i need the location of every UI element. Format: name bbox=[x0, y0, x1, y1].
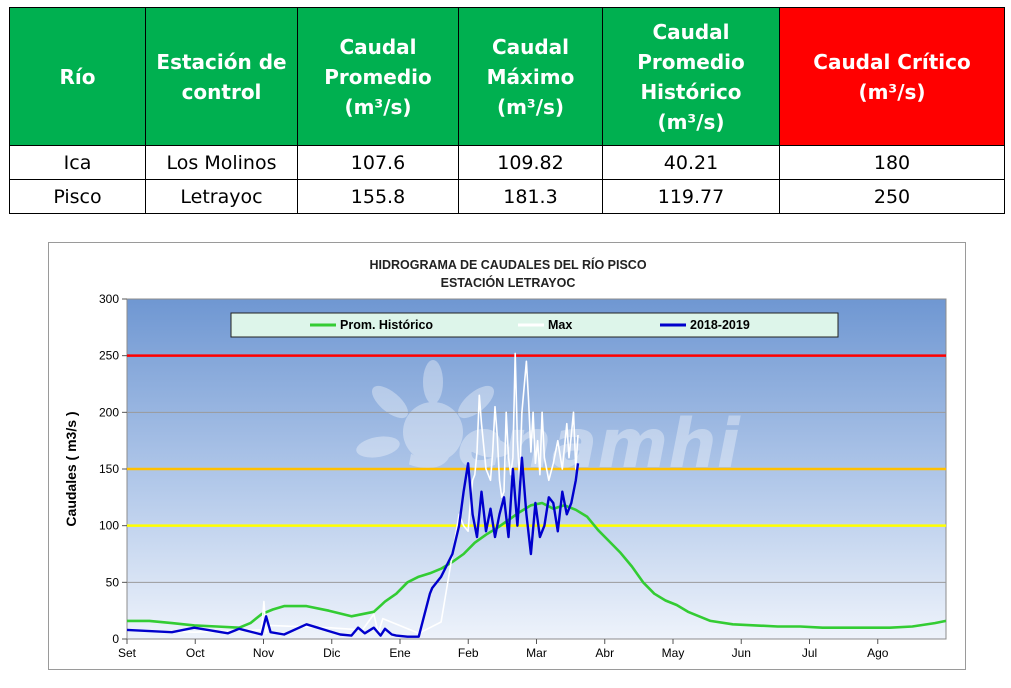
x-tick-label: Ene bbox=[389, 646, 411, 660]
x-tick-label: Dic bbox=[323, 646, 340, 660]
header-caudal-historico: Caudal Promedio Histórico (m³/s) bbox=[602, 7, 780, 146]
y-tick-label: 100 bbox=[99, 519, 119, 533]
x-tick-label: Feb bbox=[458, 646, 479, 660]
x-tick-label: Ago bbox=[867, 646, 889, 660]
x-tick-label: Abr bbox=[595, 646, 614, 660]
x-tick-label: Mar bbox=[526, 646, 547, 660]
y-tick-label: 250 bbox=[99, 349, 119, 363]
x-tick-label: Nov bbox=[253, 646, 274, 660]
y-tick-label: 150 bbox=[99, 462, 119, 476]
y-tick-label: 50 bbox=[106, 575, 120, 589]
sun-logo-icon bbox=[356, 360, 510, 462]
cell-historico: 40.21 bbox=[602, 145, 780, 180]
header-caudal-critico: Caudal Crítico (m³/s) bbox=[779, 7, 1005, 146]
header-rio: Río bbox=[9, 7, 146, 146]
chart-subtitle: ESTACIÓN LETRAYOC bbox=[441, 275, 576, 290]
table-header-row: Río Estación de control Caudal Promedio … bbox=[9, 7, 1005, 146]
cell-estacion: Los Molinos bbox=[145, 145, 298, 180]
x-tick-label: May bbox=[662, 646, 685, 660]
legend-label: Prom. Histórico bbox=[340, 318, 433, 332]
x-tick-label: Set bbox=[118, 646, 137, 660]
legend-label: 2018-2019 bbox=[690, 318, 750, 332]
x-tick-label: Jun bbox=[732, 646, 751, 660]
x-tick-label: Jul bbox=[802, 646, 817, 660]
cell-historico: 119.77 bbox=[602, 179, 780, 214]
legend-label: Max bbox=[548, 318, 572, 332]
x-tick-label: Oct bbox=[186, 646, 205, 660]
cell-estacion: Letrayoc bbox=[145, 179, 298, 214]
y-tick-label: 200 bbox=[99, 405, 119, 419]
cell-maximo: 109.82 bbox=[458, 145, 603, 180]
y-tick-label: 300 bbox=[99, 292, 119, 306]
legend-items: Prom. Histórico Max 2018-2019 bbox=[310, 318, 750, 332]
cell-maximo: 181.3 bbox=[458, 179, 603, 214]
flow-table: Río Estación de control Caudal Promedio … bbox=[9, 7, 1005, 214]
series-line-2 bbox=[126, 352, 579, 635]
series-layer bbox=[126, 352, 947, 638]
threshold-lines bbox=[127, 354, 946, 527]
legend: Prom. Histórico Max 2018-2019 bbox=[230, 312, 839, 338]
series-line-3 bbox=[126, 456, 580, 638]
y-axis-ticks: 0 50 100 150 200 250 300 bbox=[99, 292, 127, 646]
x-axis-ticks: Set Oct Nov Dic Ene Feb Mar Abr May Jun Jul Ago bbox=[118, 639, 889, 660]
cell-rio: Pisco bbox=[9, 179, 146, 214]
y-tick-label: 0 bbox=[112, 632, 119, 646]
header-caudal-maximo: Caudal Máximo (m³/s) bbox=[458, 7, 603, 146]
y-axis-label: Caudales ( m3/s ) bbox=[63, 411, 79, 526]
table-row: Ica Los Molinos 107.6 109.82 40.21 180 bbox=[9, 145, 1005, 180]
cell-critico: 250 bbox=[779, 179, 1005, 214]
cell-promedio: 155.8 bbox=[297, 179, 459, 214]
chart-title: HIDROGRAMA DE CAUDALES DEL RÍO PISCO bbox=[369, 257, 646, 272]
header-estacion: Estación de control bbox=[145, 7, 298, 146]
header-caudal-promedio: Caudal Promedio (m³/s) bbox=[297, 7, 459, 146]
cell-critico: 180 bbox=[779, 145, 1005, 180]
cell-promedio: 107.6 bbox=[297, 145, 459, 180]
table-row: Pisco Letrayoc 155.8 181.3 119.77 250 bbox=[9, 179, 1005, 214]
cell-rio: Ica bbox=[9, 145, 146, 180]
